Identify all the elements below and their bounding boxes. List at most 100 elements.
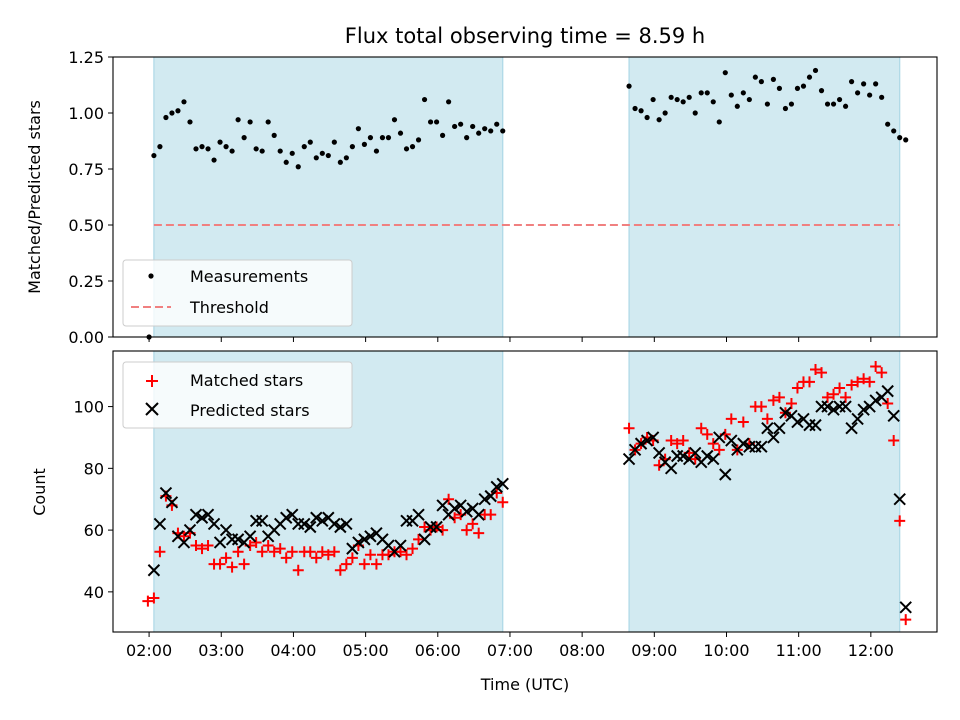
legend: Matched stars Predicted stars	[122, 361, 353, 429]
x-tick-label: 06:00	[415, 641, 461, 660]
observing-interval	[629, 351, 900, 632]
predicted-star-point	[448, 502, 461, 515]
measurement-point	[891, 128, 897, 134]
measurement-point	[440, 132, 446, 138]
measurement-point	[253, 146, 259, 152]
measurement-point	[265, 119, 271, 125]
predicted-star-point	[634, 437, 648, 450]
measurement-point	[409, 144, 416, 150]
count-panel: 40 60 80 100 02:00 03:00 04:00 05:00 06:00 07:00…	[30, 350, 938, 694]
matched-star-point	[767, 394, 779, 406]
matched-star-point	[737, 416, 749, 428]
measurement-point	[758, 79, 764, 85]
measurement-point	[476, 130, 482, 136]
ratio-panel: Flux total observing time = 8.59 h 0.000…	[25, 24, 938, 347]
measurement-point	[217, 139, 223, 145]
measurement-point	[403, 146, 410, 152]
predicted-star-point	[755, 440, 768, 453]
legend-marker-predicted	[145, 402, 159, 416]
measurement-point	[367, 135, 374, 141]
matched-star-point	[316, 546, 328, 558]
legend-marker-matched	[146, 375, 158, 387]
measurement-point	[885, 121, 891, 127]
measurement-point	[470, 123, 476, 130]
predicted-star-point	[340, 517, 353, 531]
matched-star-point	[665, 435, 677, 447]
y-tick-label: 0.00	[68, 328, 104, 347]
legend-label: Measurements	[190, 267, 308, 286]
matched-star-point	[280, 552, 292, 564]
legend-label: Threshold	[189, 298, 269, 317]
predicted-star-point	[887, 409, 900, 423]
y-tick-label: 1.25	[68, 48, 104, 67]
x-tick-label: 12:00	[848, 641, 894, 660]
measurement-point	[397, 130, 404, 136]
matched-star-point	[202, 540, 214, 552]
predicted-star-point	[364, 530, 377, 543]
predicted-star-point	[881, 384, 894, 398]
measurement-point	[391, 117, 398, 123]
measurement-point	[764, 101, 770, 107]
predicted-star-point	[827, 403, 840, 416]
predicted-star-point	[809, 418, 822, 432]
measurement-point	[307, 139, 313, 145]
count-series	[142, 360, 912, 626]
predicted-star-point	[490, 480, 503, 494]
measurement-point	[421, 96, 428, 103]
x-tick-label: 07:00	[487, 641, 533, 660]
matched-star-point	[623, 422, 635, 434]
predicted-star-point	[195, 511, 209, 524]
legend-marker-measurements	[148, 273, 154, 279]
measurement-point	[331, 139, 337, 145]
measurement-point	[879, 94, 885, 100]
predicted-star-point	[640, 434, 654, 447]
matched-star-point	[870, 360, 882, 372]
matched-star-point	[803, 376, 815, 388]
matched-star-point	[834, 382, 846, 394]
matched-star-point	[810, 364, 822, 376]
x-tick-label: 08:00	[559, 641, 605, 660]
measurement-point	[379, 135, 386, 141]
predicted-star-point	[460, 505, 473, 518]
measurement-point	[680, 99, 686, 105]
predicted-star-point	[412, 508, 425, 521]
y-tick-label: 1.00	[68, 104, 104, 123]
predicted-star-point	[478, 493, 491, 506]
predicted-star-point	[779, 406, 792, 419]
matched-star-point	[773, 391, 785, 403]
matched-star-point	[761, 413, 773, 425]
measurement-point	[271, 132, 277, 138]
matched-star-point	[677, 435, 689, 447]
matched-star-point	[725, 413, 737, 425]
matched-star-point	[322, 549, 334, 561]
measurement-point	[277, 148, 283, 154]
measurement-point	[746, 96, 752, 103]
measurement-point	[674, 96, 680, 103]
measurement-point	[241, 135, 247, 141]
measurement-point	[355, 126, 361, 132]
matched-star-point	[220, 552, 232, 564]
measurement-point	[897, 135, 903, 141]
matched-star-point	[840, 391, 852, 403]
matched-star-point	[274, 543, 286, 555]
matched-star-point	[286, 546, 298, 558]
y-axis-label: Count	[30, 468, 49, 516]
x-tick-label: 04:00	[270, 641, 316, 660]
predicted-star-point	[159, 486, 173, 500]
legend-label: Matched stars	[190, 371, 303, 390]
measurement-point	[728, 92, 734, 98]
matched-star-point	[419, 521, 431, 533]
matched-star-point	[443, 493, 455, 505]
ratio-series	[146, 67, 909, 340]
measurement-point	[181, 99, 187, 105]
matched-star-point	[190, 540, 202, 552]
predicted-star-point	[243, 530, 257, 543]
measurement-point	[836, 96, 843, 103]
measurement-point	[903, 137, 909, 143]
matched-star-point	[250, 536, 262, 548]
predicted-star-point	[436, 499, 449, 512]
predicted-star-point	[719, 468, 732, 481]
observing-interval	[629, 57, 900, 337]
y-tick-label: 80	[84, 459, 104, 478]
